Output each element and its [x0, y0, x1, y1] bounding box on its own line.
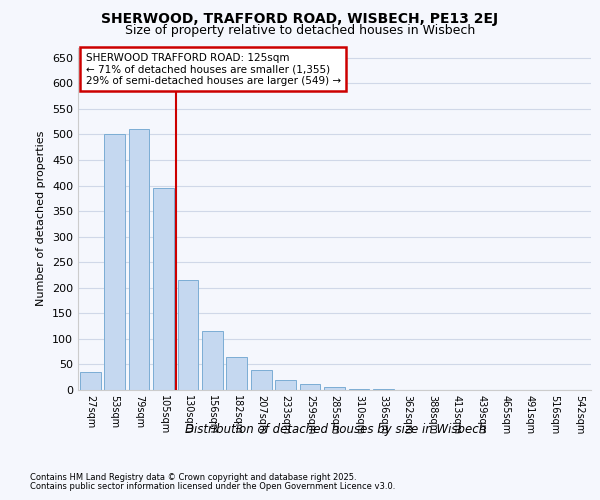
Bar [299, 384, 320, 390]
Bar [104, 134, 125, 390]
Text: Distribution of detached houses by size in Wisbech: Distribution of detached houses by size … [185, 422, 487, 436]
Text: Size of property relative to detached houses in Wisbech: Size of property relative to detached ho… [125, 24, 475, 37]
Bar [349, 389, 370, 390]
Bar [128, 130, 149, 390]
Bar [251, 370, 272, 390]
Bar [202, 331, 223, 390]
Bar [153, 188, 174, 390]
Y-axis label: Number of detached properties: Number of detached properties [37, 131, 46, 306]
Text: SHERWOOD TRAFFORD ROAD: 125sqm
← 71% of detached houses are smaller (1,355)
29% : SHERWOOD TRAFFORD ROAD: 125sqm ← 71% of … [86, 52, 341, 86]
Bar [226, 357, 247, 390]
Text: Contains HM Land Registry data © Crown copyright and database right 2025.: Contains HM Land Registry data © Crown c… [30, 472, 356, 482]
Text: SHERWOOD, TRAFFORD ROAD, WISBECH, PE13 2EJ: SHERWOOD, TRAFFORD ROAD, WISBECH, PE13 2… [101, 12, 499, 26]
Bar [275, 380, 296, 390]
Text: Contains public sector information licensed under the Open Government Licence v3: Contains public sector information licen… [30, 482, 395, 491]
Bar [324, 388, 345, 390]
Bar [80, 372, 101, 390]
Bar [178, 280, 199, 390]
